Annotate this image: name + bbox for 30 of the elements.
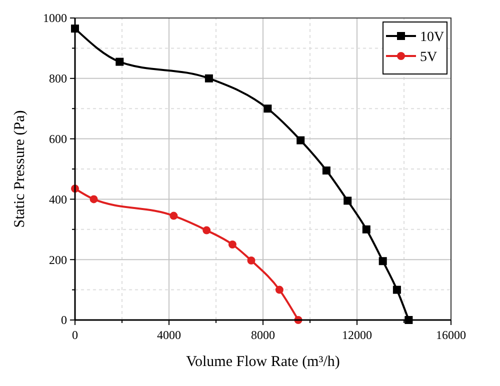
point bbox=[90, 195, 98, 204]
y-tick-label: 0 bbox=[61, 313, 67, 328]
x-tick-label: 12000 bbox=[342, 328, 372, 342]
y-tick-label: 600 bbox=[49, 132, 67, 146]
legend-label: 10V bbox=[420, 30, 444, 45]
point bbox=[275, 286, 284, 294]
x-tick-label: 16000 bbox=[436, 328, 466, 342]
x-tick-label: 0 bbox=[72, 328, 78, 342]
y-tick-label: 200 bbox=[49, 252, 67, 267]
point bbox=[296, 136, 305, 144]
point bbox=[228, 240, 236, 248]
point bbox=[204, 74, 213, 82]
point bbox=[170, 212, 178, 220]
x-tick-label: 8000 bbox=[251, 328, 275, 342]
x-axis-title: Volume Flow Rate (m³/h) bbox=[186, 354, 340, 370]
x-tick-label: 4000 bbox=[157, 328, 181, 342]
point bbox=[202, 226, 211, 234]
point bbox=[392, 286, 401, 294]
point bbox=[264, 104, 272, 113]
point bbox=[344, 196, 352, 205]
point bbox=[116, 58, 124, 66]
point bbox=[322, 166, 330, 175]
point bbox=[247, 256, 256, 265]
y-axis-title: Static Pressure (Pa) bbox=[12, 110, 28, 228]
point bbox=[362, 225, 370, 234]
y-tick-label: 400 bbox=[49, 192, 67, 206]
point bbox=[378, 257, 387, 266]
legend-label: 5V bbox=[420, 50, 438, 65]
y-tick-label: 1000 bbox=[43, 11, 67, 26]
y-tick-label: 800 bbox=[49, 72, 67, 86]
